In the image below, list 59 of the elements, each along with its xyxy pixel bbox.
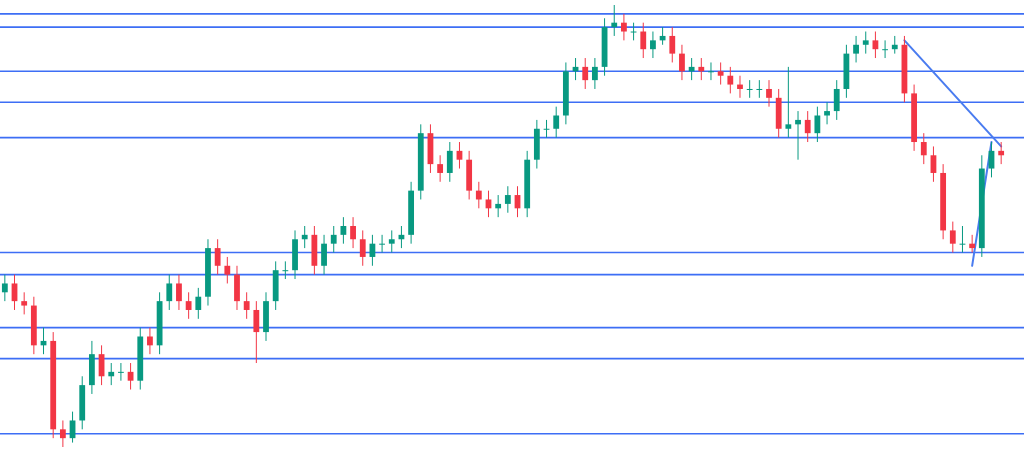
candlestick: [243, 291, 250, 320]
candlestick: [446, 141, 453, 183]
candlestick: [224, 256, 231, 284]
candlestick: [853, 35, 859, 63]
candlestick: [795, 110, 801, 161]
candlestick: [340, 216, 347, 245]
candlestick: [814, 106, 821, 143]
candlestick: [379, 234, 385, 254]
candlestick: [833, 79, 840, 121]
candlestick: [475, 181, 482, 209]
candlestick: [388, 229, 395, 254]
candlestick: [1, 274, 8, 302]
candlestick: [108, 362, 115, 386]
candlestick: [824, 101, 830, 125]
candlestick: [553, 106, 560, 139]
candlestick: [185, 291, 192, 320]
candlestick: [717, 61, 724, 86]
candlestick: [359, 229, 366, 267]
candlestick: [611, 4, 618, 37]
candlestick: [669, 26, 676, 63]
candlestick: [756, 79, 763, 99]
candlestick: [920, 132, 927, 165]
candlestick: [195, 287, 202, 320]
candlestick: [214, 238, 221, 276]
candlestick: [176, 274, 182, 311]
candlestick: [437, 154, 444, 183]
candlestick: [301, 225, 308, 249]
candlestick: [59, 419, 66, 448]
candlestick: [949, 221, 956, 254]
candlestick: [679, 44, 685, 81]
candlestick: [253, 300, 260, 364]
candlestick: [766, 79, 772, 108]
candlestick: [330, 225, 337, 254]
candlestick: [785, 66, 792, 139]
candlestick: [650, 31, 656, 59]
candlestick: [166, 274, 173, 311]
candlestick: [495, 194, 502, 218]
candlestick: [591, 57, 598, 90]
candlestick: [882, 39, 888, 59]
candlestick: [118, 362, 124, 382]
candlestick: [621, 13, 627, 41]
candlestick: [862, 31, 869, 55]
candlestick: [582, 57, 589, 90]
candlestick: [969, 234, 976, 254]
candlestick: [804, 110, 811, 143]
candlestick: [737, 75, 743, 99]
candlestick: [350, 216, 356, 249]
candlestick: [282, 260, 289, 280]
candlestick: [708, 61, 714, 81]
candlestick: [321, 234, 327, 276]
candlestick: [998, 141, 1005, 165]
candlestick: [504, 185, 511, 214]
candlestick: [21, 291, 28, 315]
candlestick: [147, 327, 153, 355]
candlestick: [698, 57, 705, 81]
candlestick: [746, 79, 753, 99]
candlestick: [688, 57, 695, 81]
candlestick: [640, 22, 647, 59]
candlestick: [727, 66, 734, 94]
